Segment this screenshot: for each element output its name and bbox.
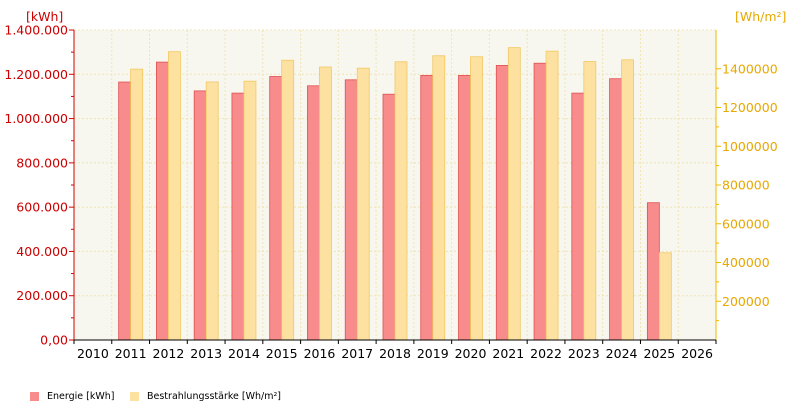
bar-bestrahlung-2011 xyxy=(130,68,144,341)
left-axis-tick-label: 1.400.000 xyxy=(4,23,68,38)
legend-swatch-bestrahlung xyxy=(130,392,139,401)
bar-bestrahlung-2017 xyxy=(356,67,370,341)
bar-bestrahlung-2024 xyxy=(621,59,634,341)
x-axis-tick-label: 2014 xyxy=(228,346,260,361)
legend-item-bestrahlung: Bestrahlungsstärke [Wh/m²] xyxy=(130,391,281,402)
x-axis-tick-label: 2015 xyxy=(266,346,298,361)
bar-energie-2011 xyxy=(118,81,132,341)
legend-label-bestrahlung: Bestrahlungsstärke [Wh/m²] xyxy=(147,391,281,402)
bar-energie-2023 xyxy=(571,92,585,341)
left-axis-tick-label: 200.000 xyxy=(16,288,68,303)
bars xyxy=(118,47,672,341)
x-axis-tick-label: 2023 xyxy=(568,346,600,361)
x-axis-tick-label: 2021 xyxy=(492,346,524,361)
x-axis-tick-label: 2013 xyxy=(190,346,222,361)
right-axis-ticks: 200000 400000 600000 800000 1000000 1200000 14… xyxy=(716,61,778,322)
bar-energie-2019 xyxy=(420,74,434,341)
x-axis-tick-label: 2012 xyxy=(153,346,185,361)
bar-energie-2020 xyxy=(458,74,471,341)
left-axis-tick-label: 600.000 xyxy=(16,200,68,215)
x-axis-tick-label: 2026 xyxy=(681,346,713,361)
left-axis-tick-label: 800.000 xyxy=(16,155,68,170)
right-axis-tick-label: 400000 xyxy=(722,255,770,270)
bar-energie-2018 xyxy=(382,93,396,341)
x-axis-tick-label: 2024 xyxy=(606,346,638,361)
bar-energie-2021 xyxy=(495,65,509,341)
bar-energie-2013 xyxy=(193,90,207,341)
bar-bestrahlung-2019 xyxy=(432,55,446,341)
left-axis-ticks: 0,00 200.000 400.000 600.000 800.000 1.000.00… xyxy=(4,23,74,348)
bar-bestrahlung-2015 xyxy=(281,59,295,341)
x-axis-tick-label: 2017 xyxy=(341,346,373,361)
right-axis-tick-label: 1400000 xyxy=(722,61,778,76)
left-axis-tick-label: 1.000.000 xyxy=(4,111,68,126)
bar-energie-2015 xyxy=(269,76,283,341)
x-axis-tick-label: 2018 xyxy=(379,346,411,361)
x-axis-tick-label: 2016 xyxy=(304,346,336,361)
x-axis-tick-label: 2020 xyxy=(455,346,487,361)
right-axis-tick-label: 200000 xyxy=(722,294,770,309)
right-axis-unit: [Wh/m²] xyxy=(735,9,786,24)
left-axis-tick-label: 400.000 xyxy=(16,244,68,259)
bar-energie-2016 xyxy=(307,85,320,341)
right-axis-tick-label: 600000 xyxy=(722,216,770,231)
right-axis-tick-label: 800000 xyxy=(722,178,770,193)
bar-energie-2025 xyxy=(646,202,660,341)
bar-energie-2024 xyxy=(609,78,622,341)
bar-bestrahlung-2025 xyxy=(658,252,672,341)
bar-bestrahlung-2021 xyxy=(507,47,521,341)
legend-item-energie: Energie [kWh] xyxy=(30,391,114,402)
x-axis-ticks: 2010 2011 2012 2013 2014 2015 2016 2017 2018 2019… xyxy=(73,340,717,361)
bar-bestrahlung-2013 xyxy=(205,81,219,341)
legend-swatch-energie xyxy=(30,392,39,401)
x-axis-tick-label: 2025 xyxy=(643,346,675,361)
bar-energie-2012 xyxy=(156,61,169,341)
x-axis-tick-label: 2022 xyxy=(530,346,562,361)
right-axis-tick-label: 1200000 xyxy=(722,100,778,115)
x-axis-tick-label: 2019 xyxy=(417,346,449,361)
bar-bestrahlung-2016 xyxy=(319,66,332,341)
left-axis-tick-label: 1.200.000 xyxy=(4,67,68,82)
bar-energie-2022 xyxy=(533,62,547,341)
bar-bestrahlung-2012 xyxy=(168,51,181,341)
left-axis-tick-label: 0,00 xyxy=(40,333,68,348)
bar-bestrahlung-2023 xyxy=(583,61,597,341)
right-axis-tick-label: 1000000 xyxy=(722,139,778,154)
bar-bestrahlung-2014 xyxy=(243,80,257,341)
left-axis-unit: [kWh] xyxy=(26,9,63,24)
bar-energie-2017 xyxy=(344,79,358,341)
bar-bestrahlung-2022 xyxy=(545,50,559,341)
bar-bestrahlung-2020 xyxy=(470,56,483,341)
bar-bestrahlung-2018 xyxy=(394,61,408,341)
legend-label-energie: Energie [kWh] xyxy=(47,391,115,402)
bar-energie-2014 xyxy=(231,92,245,341)
x-axis-tick-label: 2011 xyxy=(115,346,147,361)
x-axis-tick-label: 2010 xyxy=(77,346,109,361)
